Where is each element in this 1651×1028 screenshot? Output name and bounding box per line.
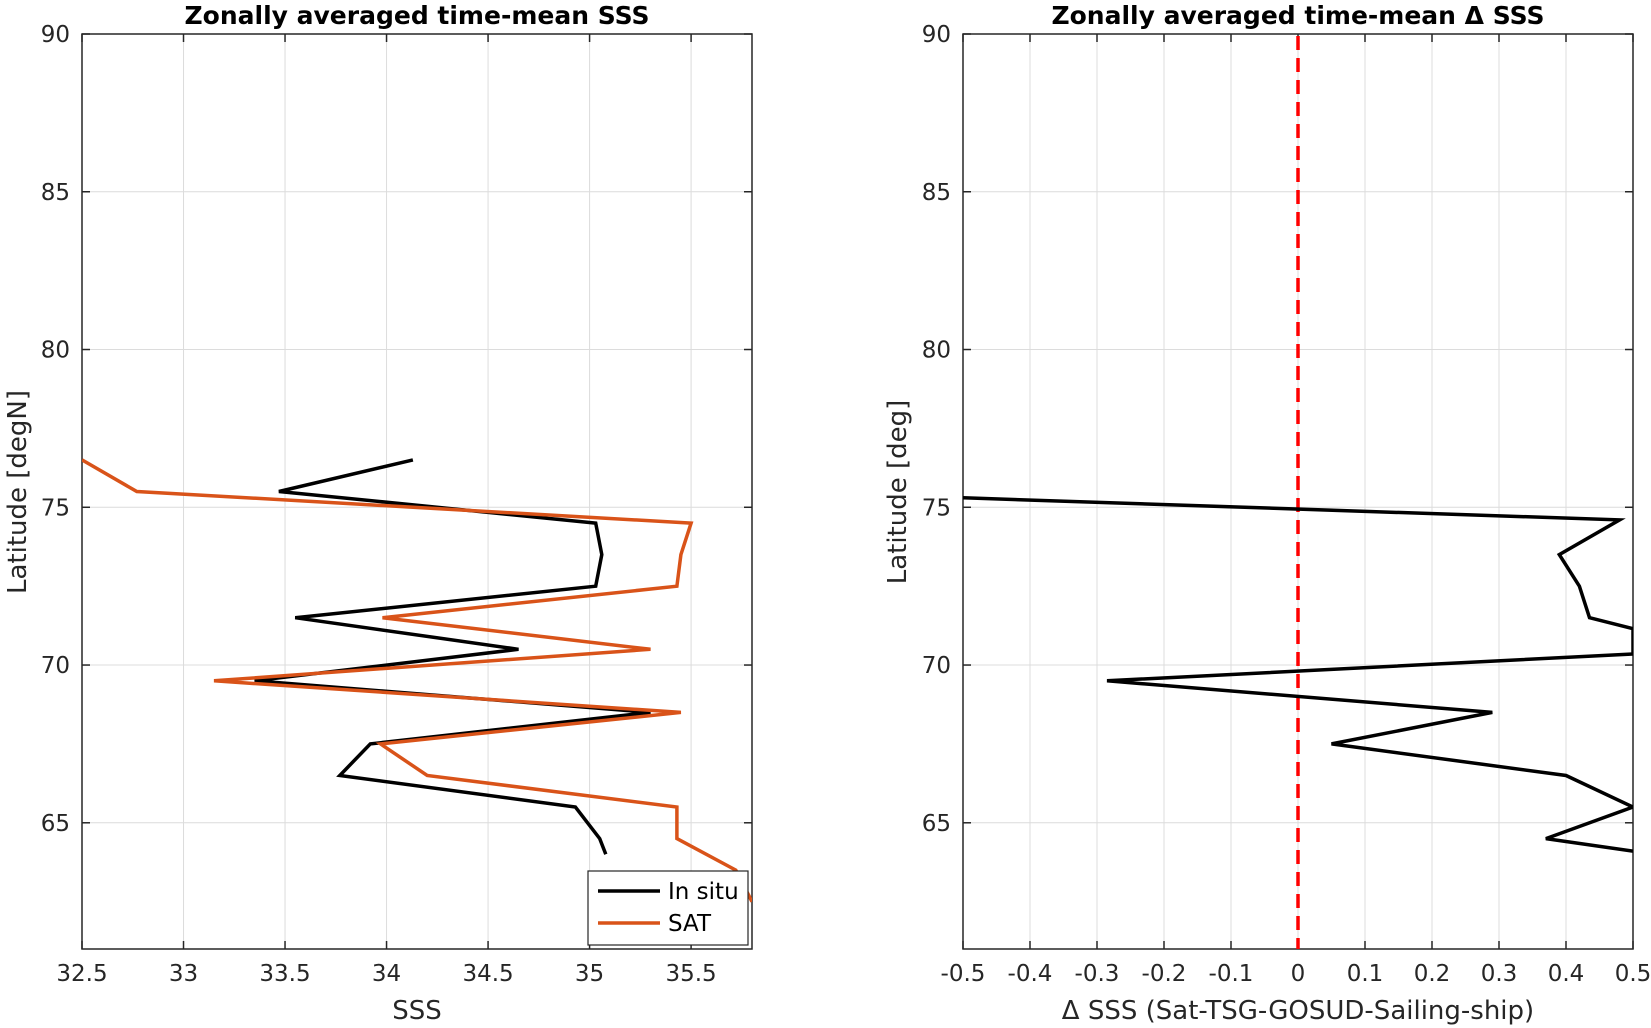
x-tick-label: -0.2 [1142,961,1187,987]
x-tick-label: 0.2 [1414,961,1451,987]
legend-label: SAT [668,911,712,937]
series-line-sat [82,458,752,903]
x-tick-label: 0.1 [1347,961,1384,987]
y-tick-label: 85 [922,180,951,206]
x-tick-label: 35 [575,961,604,987]
chart-title: Zonally averaged time-mean SSS [185,1,650,30]
axes-box [81,33,753,950]
x-tick-label: 34 [372,961,401,987]
x-tick-label: -0.3 [1075,961,1120,987]
y-tick-label: 80 [41,338,70,364]
x-tick-label: 33 [169,961,198,987]
x-axis-label: Δ SSS (Sat-TSG-GOSUD-Sailing-ship) [1062,996,1534,1026]
chart-title: Zonally averaged time-mean Δ SSS [1052,1,1545,30]
x-tick-label: -0.5 [941,961,986,987]
y-tick-label: 90 [922,22,951,48]
legend-box [587,870,749,946]
x-axis-label: SSS [392,996,442,1026]
y-tick-label: 65 [41,811,70,837]
legend: In situ SAT [587,870,749,946]
y-tick-label: 70 [41,653,70,679]
x-tick-label: 0.5 [1615,961,1651,987]
y-tick-label: 90 [41,22,70,48]
delta-sss-panel: -0.5 -0.4 -0.3 -0.2 -0.1 0 0.1 0.2 0.3 0.4 0.5 65 70… [883,1,1651,1026]
x-tick-label: 33.5 [259,961,310,987]
y-tick-label: 85 [41,180,70,206]
y-tick-label: 65 [922,811,951,837]
series-line-in-situ [254,458,651,855]
legend-label: In situ [668,879,739,905]
x-tick-label: 0 [1291,961,1306,987]
x-tick-label: 34.5 [462,961,513,987]
x-tick-label: 35.5 [665,961,716,987]
plot-area [963,36,1633,949]
y-tick-label: 80 [922,338,951,364]
y-tick-label: 75 [922,495,951,521]
x-tick-label: 32.5 [56,961,107,987]
series-line-0 [963,496,1633,853]
x-tick-label: -0.1 [1209,961,1254,987]
y-axis-label: Latitude [degN] [3,390,33,594]
x-tick-label: 0.4 [1548,961,1585,987]
x-tick-label: 0.3 [1481,961,1518,987]
x-tick-label: -0.4 [1008,961,1053,987]
y-tick-label: 75 [41,495,70,521]
sss-panel: 32.5 33 33.5 34 34.5 35 35.5 65 70 75 80 85 90 Zonall… [3,1,753,1026]
plot-area [82,458,752,903]
y-axis-label: Latitude [deg] [883,400,913,585]
y-tick-label: 70 [922,653,951,679]
